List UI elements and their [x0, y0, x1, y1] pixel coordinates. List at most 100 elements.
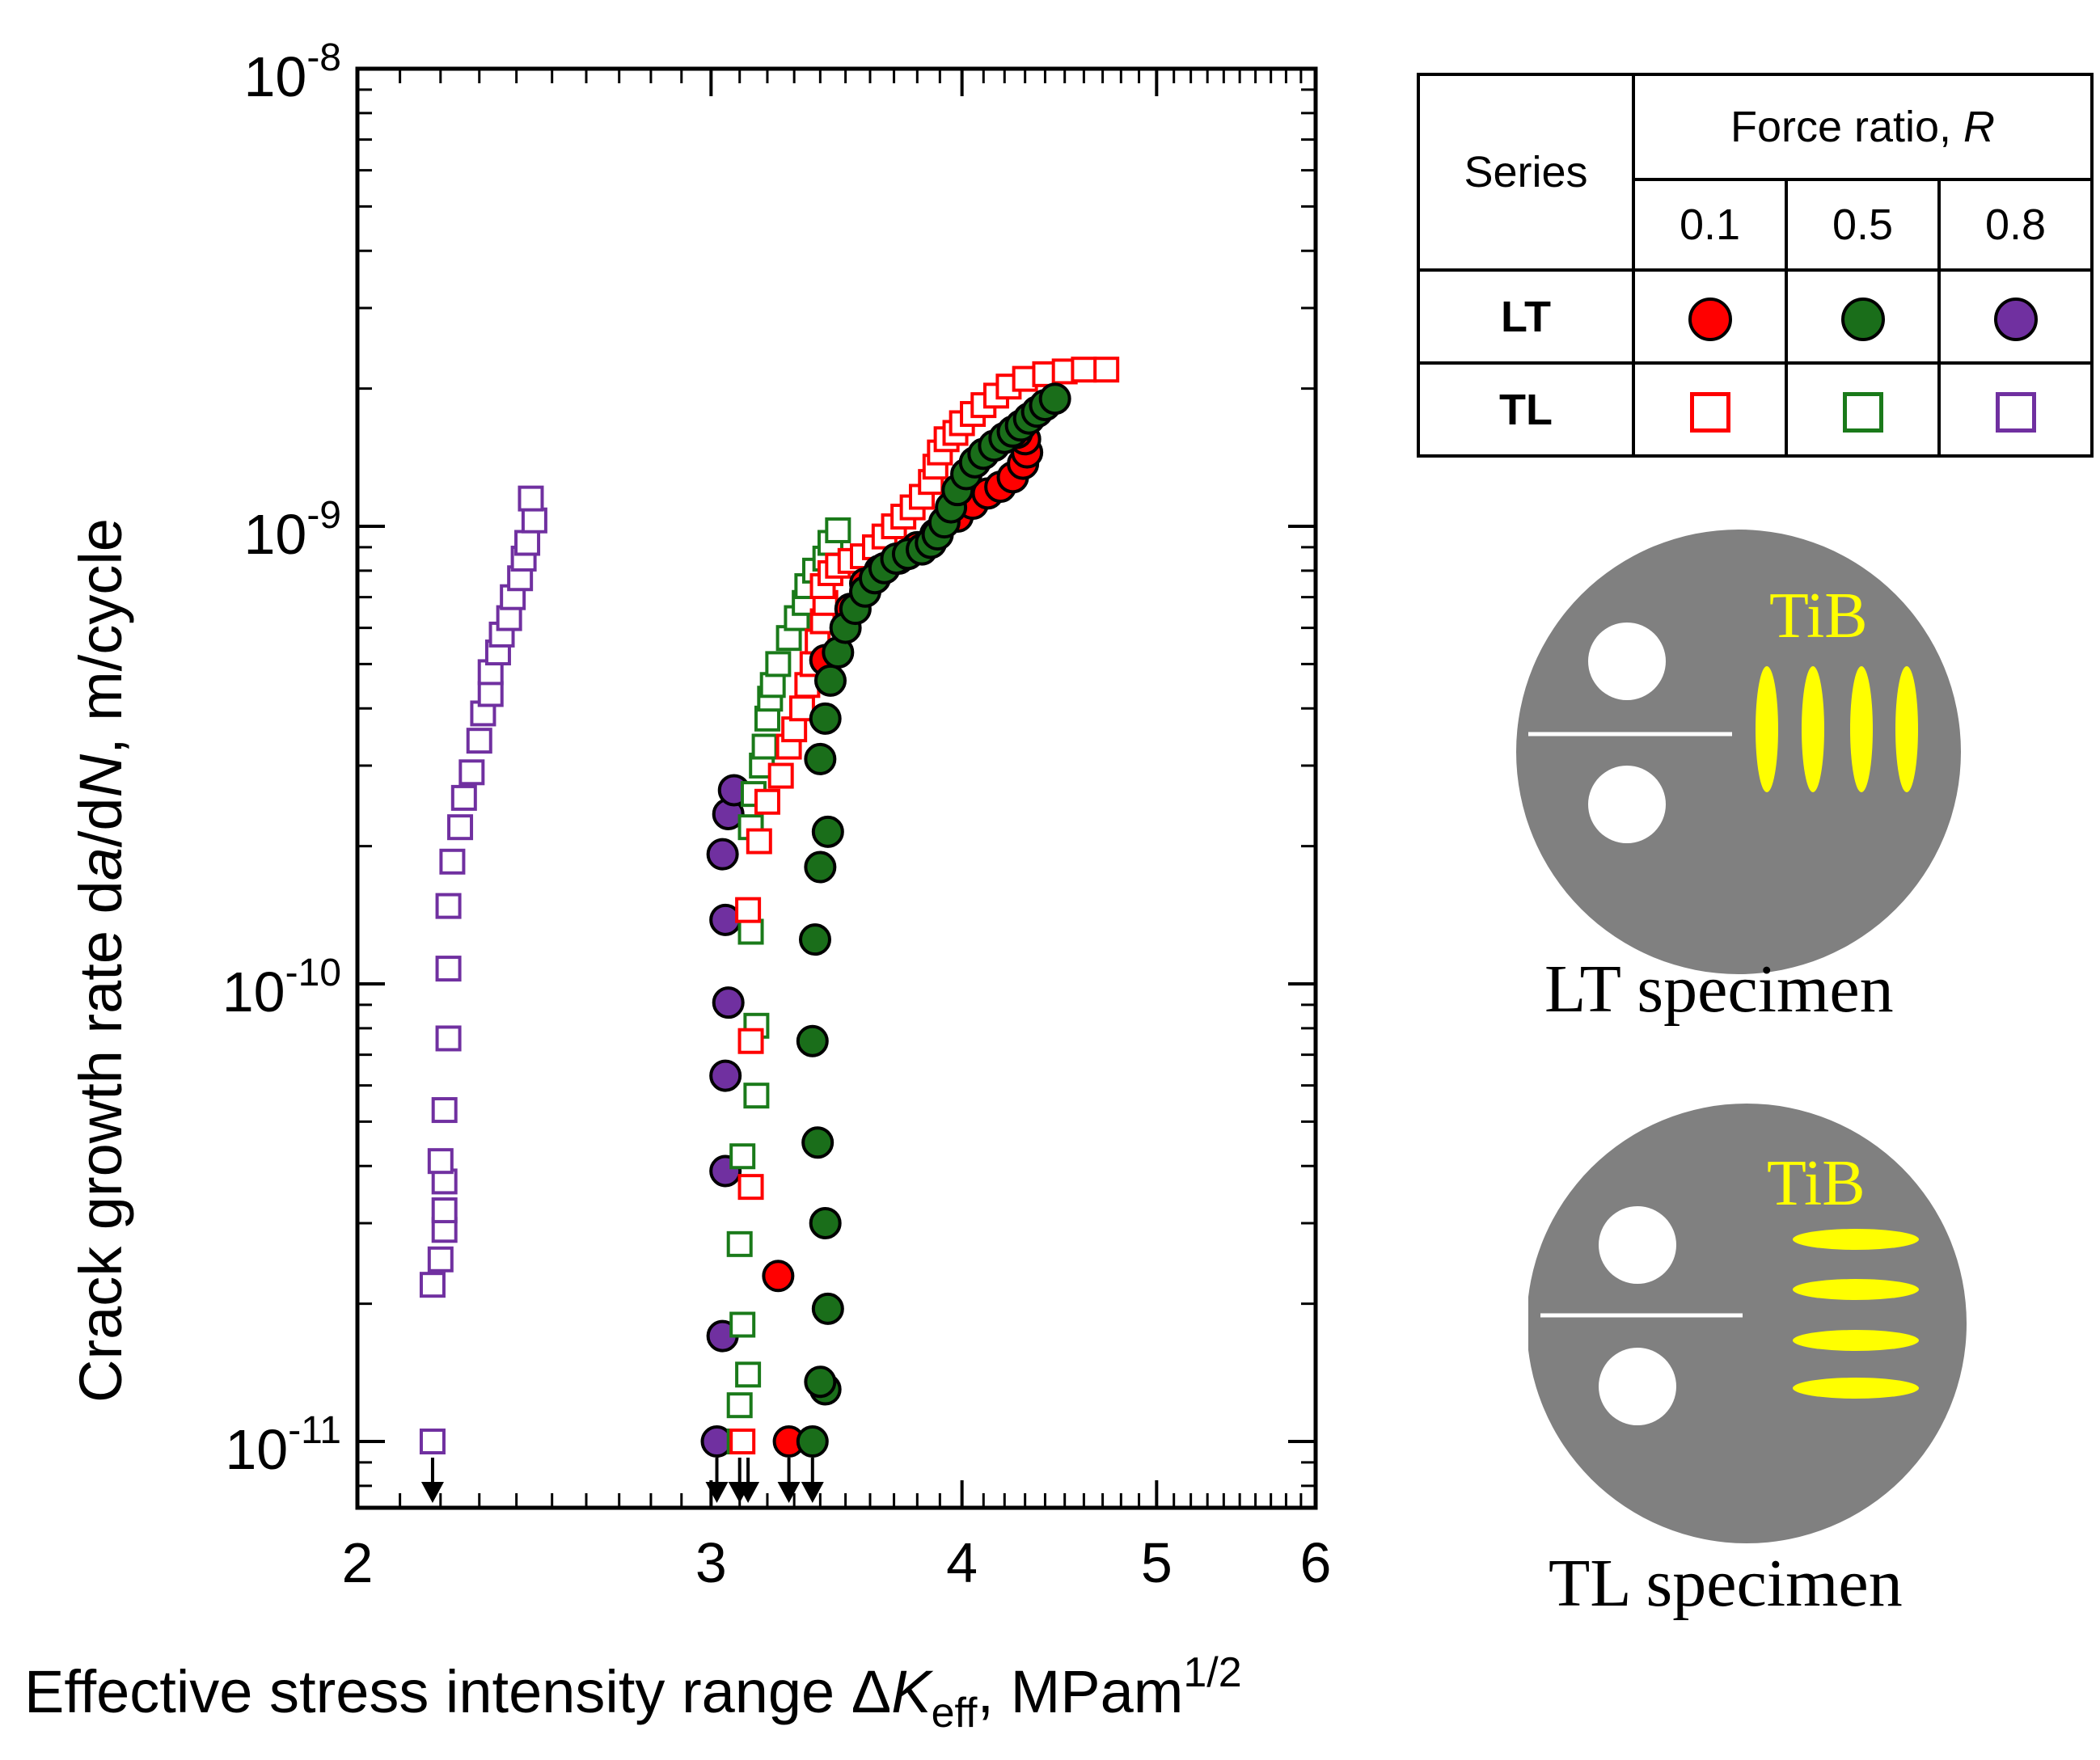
lt-tib-grain [1895, 666, 1918, 792]
tl-tib-grain [1793, 1229, 1919, 1250]
data-point-tl-r-0-1 [1093, 357, 1120, 383]
purple-square-marker [1995, 392, 2036, 433]
x-axis-label: Effective stress intensity range ΔKeff, … [24, 1649, 1242, 1737]
threshold-arrow-head [420, 1482, 444, 1503]
tl-tib-grain [1793, 1279, 1919, 1300]
data-point-tl-r-0-8 [427, 1246, 454, 1273]
data-point-lt-r-0-5 [798, 923, 831, 956]
threshold-arrow-head [737, 1482, 760, 1503]
threshold-arrow-head [777, 1482, 801, 1503]
data-point-tl-r-0-8 [431, 1097, 458, 1124]
tl-pin-hole-top [1599, 1206, 1676, 1284]
legend-force-ratio-header: Force ratio, R [1632, 73, 2094, 181]
data-point-tl-r-0-5 [759, 672, 786, 699]
x-tick-label: 6 [1300, 1531, 1332, 1594]
legend-lt-r01 [1632, 268, 1788, 365]
y-tick-label: 10-11 [225, 1409, 341, 1481]
y-tick-label: 10-8 [243, 36, 341, 108]
x-tick-label: 2 [342, 1531, 374, 1594]
data-point-tl-r-0-8 [435, 1025, 462, 1052]
data-point-tl-r-0-5 [729, 1311, 756, 1338]
data-point-tl-r-0-1 [735, 897, 762, 923]
data-point-lt-r-0-5 [813, 664, 847, 697]
force-ratio-label: Force ratio, [1730, 103, 1964, 151]
data-point-lt-r-0-5 [796, 1024, 829, 1057]
data-point-lt-r-0-8 [706, 838, 739, 871]
data-point-tl-r-0-5 [726, 1392, 753, 1419]
data-point-tl-r-0-8 [521, 507, 547, 534]
red-square-marker [1689, 392, 1730, 433]
y-tick-label: 10-9 [243, 494, 341, 566]
lt-pin-hole-bottom [1588, 766, 1666, 843]
purple-circle-marker [1993, 298, 2038, 342]
x-tick-label: 4 [946, 1531, 978, 1594]
legend-r-0-1: 0.1 [1632, 178, 1788, 272]
lt-pin-hole-top [1588, 623, 1666, 700]
data-point-lt-r-0-5 [801, 1126, 835, 1159]
data-point-tl-r-0-5 [726, 1230, 753, 1257]
legend-row-lt: LT [1417, 268, 1635, 365]
tl-specimen-caption: TL specimen [1549, 1546, 1903, 1621]
data-markers [419, 357, 1120, 1458]
data-point-tl-r-0-8 [419, 1429, 446, 1454]
data-point-tl-r-0-8 [435, 893, 462, 919]
tl-specimen-disc [1528, 1104, 1967, 1543]
x-tick-label: 5 [1141, 1531, 1173, 1594]
data-point-tl-r-0-8 [431, 1197, 458, 1224]
data-point-tl-r-0-5 [765, 651, 792, 677]
data-point-tl-r-0-1 [737, 1028, 764, 1054]
data-point-tl-r-0-8 [466, 728, 492, 754]
y-axis-label: Crack growth rate da/dN, m/cycle [67, 518, 134, 1403]
data-point-lt-r-0-8 [712, 986, 745, 1019]
legend-lt-r05 [1785, 268, 1941, 365]
tl-tib-grain [1793, 1378, 1919, 1399]
data-point-lt-r-0-5 [804, 742, 837, 775]
data-point-tl-r-0-1 [746, 828, 772, 855]
legend-r-0-8: 0.8 [1937, 178, 2094, 272]
data-point-lt-r-0-5 [796, 1425, 829, 1458]
threshold-arrow-head [801, 1482, 824, 1503]
legend-table: Series Force ratio, R 0.1 0.5 0.8 LT TL [1417, 73, 2094, 458]
data-point-tl-r-0-5 [743, 1083, 770, 1109]
data-point-tl-r-0-8 [447, 814, 474, 841]
data-point-lt-r-0-5 [1038, 382, 1071, 416]
legend-tl-r05 [1785, 361, 1941, 458]
data-point-lt-r-0-5 [809, 702, 842, 735]
data-point-tl-r-0-8 [496, 605, 522, 631]
lt-specimen-caption: LT specimen [1544, 952, 1894, 1027]
legend-series-header: Series [1417, 73, 1635, 272]
threshold-arrow-head [705, 1482, 729, 1503]
data-point-tl-r-0-8 [450, 784, 477, 811]
data-point-tl-r-0-5 [751, 733, 778, 760]
data-point-tl-r-0-1 [729, 1429, 756, 1454]
data-point-tl-r-0-1 [737, 1174, 764, 1201]
data-point-tl-r-0-8 [419, 1272, 446, 1298]
legend-tl-r01 [1632, 361, 1788, 458]
lt-tib-grain [1802, 666, 1824, 792]
data-point-lt-r-0-1 [762, 1260, 795, 1293]
lt-specimen-diagram: TiB [1516, 530, 1961, 974]
data-point-tl-r-0-8 [427, 1148, 454, 1175]
data-point-tl-r-0-5 [825, 517, 851, 543]
lt-specimen-disc [1516, 530, 1961, 974]
plot-frame [355, 66, 1318, 1510]
legend-r-0-5: 0.5 [1785, 178, 1941, 272]
data-point-tl-r-0-1 [754, 788, 780, 815]
lt-tib-grain [1756, 666, 1778, 792]
data-point-tl-r-0-5 [729, 1143, 756, 1170]
data-point-tl-r-0-1 [1071, 357, 1097, 383]
data-point-lt-r-0-5 [811, 815, 844, 848]
data-point-tl-r-0-8 [435, 956, 462, 982]
tl-pin-hole-bottom [1599, 1348, 1676, 1425]
data-point-lt-r-0-8 [709, 1059, 742, 1092]
data-point-tl-r-0-8 [514, 530, 541, 556]
tl-specimen-diagram: TiB [1528, 1104, 1967, 1543]
tick-labels: 2 3 4 5 6 10-11 10-10 10-9 10-8 [222, 36, 1332, 1594]
tl-tib-grain [1793, 1330, 1919, 1351]
data-point-tl-r-0-1 [767, 762, 794, 789]
data-point-lt-r-0-5 [809, 1206, 842, 1239]
force-ratio-symbol: R [1963, 103, 1996, 151]
red-circle-marker [1688, 298, 1732, 342]
legend-tl-r08 [1937, 361, 2094, 458]
lt-tib-grain [1850, 666, 1873, 792]
